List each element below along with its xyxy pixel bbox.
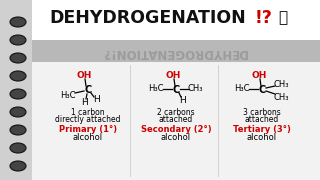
- Text: H: H: [92, 94, 100, 103]
- Ellipse shape: [10, 89, 26, 99]
- Text: H: H: [81, 98, 87, 107]
- Text: Tertiary (3°): Tertiary (3°): [233, 125, 291, 134]
- FancyBboxPatch shape: [32, 40, 320, 62]
- Text: OH: OH: [251, 71, 267, 80]
- Text: C: C: [172, 85, 180, 95]
- FancyBboxPatch shape: [32, 0, 320, 180]
- Text: Secondary (2°): Secondary (2°): [141, 125, 211, 134]
- Text: H₃C: H₃C: [148, 84, 164, 93]
- Ellipse shape: [10, 143, 26, 153]
- Text: DEHYDROGENATION!?: DEHYDROGENATION!?: [101, 46, 247, 58]
- Text: 1 carbon: 1 carbon: [71, 107, 105, 116]
- FancyBboxPatch shape: [32, 62, 320, 180]
- Text: OH: OH: [165, 71, 181, 80]
- Ellipse shape: [10, 17, 26, 27]
- Ellipse shape: [10, 107, 26, 117]
- Text: DEHYDROGENATION: DEHYDROGENATION: [50, 9, 246, 27]
- Text: Primary (1°): Primary (1°): [59, 125, 117, 134]
- Text: C: C: [84, 85, 92, 95]
- Text: 3 carbons: 3 carbons: [243, 107, 281, 116]
- Text: CH₃: CH₃: [273, 93, 289, 102]
- Text: 2 carbons: 2 carbons: [157, 107, 195, 116]
- FancyBboxPatch shape: [32, 0, 320, 42]
- Text: attached: attached: [245, 114, 279, 123]
- Text: H₃C: H₃C: [60, 91, 76, 100]
- Text: directly attached: directly attached: [55, 114, 121, 123]
- Text: C: C: [258, 85, 266, 95]
- Text: !?: !?: [255, 9, 273, 27]
- Text: CH₃: CH₃: [187, 84, 203, 93]
- Text: attached: attached: [159, 114, 193, 123]
- Ellipse shape: [10, 35, 26, 45]
- Text: alcohol: alcohol: [161, 134, 191, 143]
- Text: 🤔: 🤔: [278, 10, 287, 26]
- Text: CH₃: CH₃: [273, 80, 289, 89]
- Ellipse shape: [10, 125, 26, 135]
- Text: H: H: [180, 96, 186, 105]
- Text: H₃C: H₃C: [234, 84, 250, 93]
- Ellipse shape: [10, 161, 26, 171]
- Text: alcohol: alcohol: [73, 134, 103, 143]
- Ellipse shape: [10, 71, 26, 81]
- Text: alcohol: alcohol: [247, 134, 277, 143]
- Ellipse shape: [10, 53, 26, 63]
- Text: OH: OH: [76, 71, 92, 80]
